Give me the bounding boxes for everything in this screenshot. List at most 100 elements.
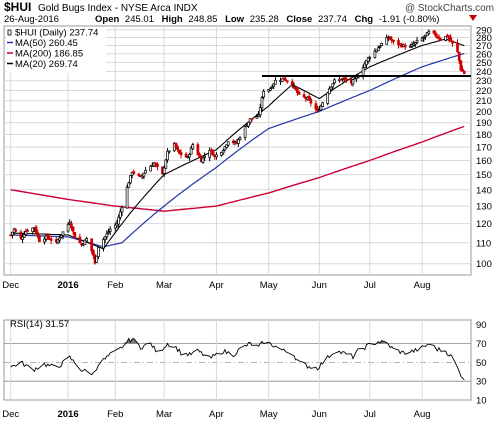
ohlc-line: Open 245.01 High 248.85 Low 235.28 Close… xyxy=(95,14,439,25)
price-bar xyxy=(373,48,377,59)
price-x-tick-label: Jul xyxy=(364,280,376,291)
chg-label: Chg xyxy=(355,14,374,25)
price-bar xyxy=(425,32,429,37)
price-bar xyxy=(260,96,264,111)
price-bar xyxy=(130,171,134,179)
price-bar xyxy=(236,137,240,147)
price-bar xyxy=(333,78,336,85)
open-label: Open xyxy=(95,14,119,25)
price-bar xyxy=(118,208,122,221)
price-bar xyxy=(451,40,454,47)
price-bar xyxy=(328,86,331,95)
price-bar xyxy=(22,230,26,238)
price-bar xyxy=(46,233,50,240)
price-bar xyxy=(329,86,333,92)
price-bar xyxy=(61,231,65,240)
ma200-line xyxy=(10,125,465,212)
price-bar xyxy=(351,79,355,87)
price-tick-label: 270 xyxy=(476,41,492,52)
legend-label: $HUI (Daily) 237.74 xyxy=(15,28,98,39)
rsi-tick-label: 70 xyxy=(476,339,487,350)
price-bar xyxy=(248,118,252,125)
price-bar xyxy=(90,238,94,254)
price-bar xyxy=(427,29,431,35)
price-bar xyxy=(103,236,107,244)
price-tick-label: 220 xyxy=(476,86,492,97)
price-bar xyxy=(319,104,323,111)
price-bar xyxy=(257,110,260,117)
price-bar xyxy=(388,36,392,40)
price-bar xyxy=(137,172,141,178)
price-bar xyxy=(49,235,53,245)
price-bar xyxy=(456,39,459,53)
price-bar xyxy=(38,234,41,243)
price-tick-label: 130 xyxy=(476,202,492,213)
price-bar xyxy=(459,60,463,72)
price-bar xyxy=(282,77,286,80)
price-x-tick-label: Feb xyxy=(107,280,123,291)
price-bar xyxy=(26,228,29,233)
rsi-x-tick-label: Dec xyxy=(2,409,19,420)
price-bar xyxy=(280,78,284,83)
price-bar xyxy=(174,142,178,149)
price-bar xyxy=(117,214,120,228)
price-bar xyxy=(403,42,407,50)
price-bar xyxy=(331,83,335,90)
rsi-fill xyxy=(10,338,465,382)
price-tick-label: 190 xyxy=(476,118,492,129)
price-bar xyxy=(142,172,146,180)
brand-label: @ StockCharts.com xyxy=(405,3,494,14)
price-bar xyxy=(201,157,205,164)
symbol-label: $HUI xyxy=(4,0,31,14)
price-bar xyxy=(36,229,40,239)
price-bar xyxy=(95,255,99,263)
price-bar xyxy=(238,136,242,141)
legend-label: MA(20) 269.74 xyxy=(15,59,78,70)
price-tick-label: 290 xyxy=(476,25,492,36)
price-bar xyxy=(243,125,247,141)
price-bar xyxy=(292,82,296,89)
price-bar xyxy=(309,97,313,107)
rsi-x-tick-label: May xyxy=(260,409,278,420)
price-bar xyxy=(59,234,63,239)
price-bar xyxy=(307,93,311,101)
rsi-x-tick-label: Apr xyxy=(209,409,224,420)
price-tick-label: 210 xyxy=(476,96,492,107)
rsi-tick-label: 90 xyxy=(476,320,487,331)
price-bar xyxy=(437,34,441,41)
price-bar xyxy=(326,91,330,106)
rsi-x-axis: Dec 2016 Feb Mar Apr May Jun Jul Aug xyxy=(2,409,430,420)
price-bar xyxy=(262,89,265,100)
price-bar xyxy=(255,113,259,119)
rsi-x-tick-label: Feb xyxy=(107,409,123,420)
price-bars xyxy=(9,29,466,265)
low-label: Low xyxy=(225,14,245,25)
price-bar xyxy=(210,147,213,155)
price-bar xyxy=(317,105,321,112)
price-bar xyxy=(398,43,402,48)
price-bar xyxy=(211,148,215,156)
price-bar xyxy=(167,150,171,154)
rsi-panel xyxy=(3,319,472,401)
price-bar xyxy=(115,220,119,229)
price-bar xyxy=(316,105,319,113)
price-bar xyxy=(269,86,272,92)
price-bar xyxy=(208,147,212,162)
price-bar xyxy=(376,45,380,51)
price-bar xyxy=(408,43,412,48)
price-tick-label: 120 xyxy=(476,219,492,230)
price-bar xyxy=(56,238,60,245)
price-bar xyxy=(420,36,424,42)
price-bar xyxy=(290,78,294,89)
price-bar xyxy=(19,229,23,241)
rsi-x-tick-label: Aug xyxy=(414,409,431,420)
price-bar xyxy=(179,149,183,159)
rsi-path xyxy=(10,337,465,381)
price-bar xyxy=(247,121,250,128)
price-tick-label: 140 xyxy=(476,185,492,196)
price-tick-label: 280 xyxy=(476,33,492,44)
price-bar xyxy=(97,247,100,260)
rsi-title: RSI(14) 31.57 xyxy=(10,319,69,330)
price-bar xyxy=(129,175,132,185)
